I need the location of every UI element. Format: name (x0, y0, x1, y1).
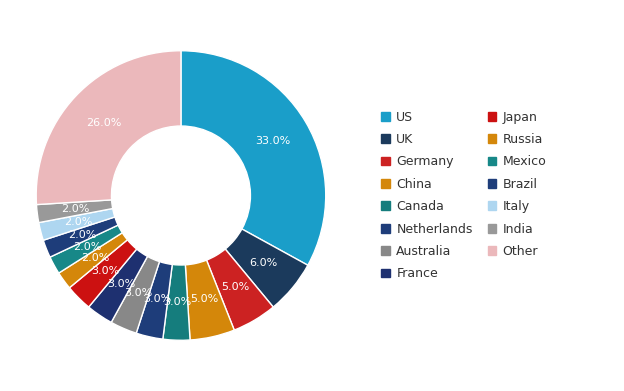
Legend: US, UK, Germany, China, Canada, Netherlands, Australia, France, Japan, Russia, M: US, UK, Germany, China, Canada, Netherla… (381, 111, 547, 280)
Text: 3.0%: 3.0% (107, 278, 135, 289)
Text: 5.0%: 5.0% (190, 294, 218, 304)
Text: 5.0%: 5.0% (221, 282, 249, 292)
Wedge shape (36, 51, 181, 204)
Text: 3.0%: 3.0% (144, 294, 172, 304)
Wedge shape (39, 208, 115, 240)
Wedge shape (36, 200, 113, 222)
Wedge shape (43, 217, 118, 257)
Wedge shape (181, 51, 326, 265)
Text: 2.0%: 2.0% (61, 204, 90, 214)
Wedge shape (136, 262, 172, 339)
Text: 2.0%: 2.0% (74, 242, 102, 252)
Wedge shape (69, 240, 137, 307)
Wedge shape (59, 233, 127, 288)
Text: 6.0%: 6.0% (249, 258, 277, 268)
Wedge shape (185, 260, 234, 340)
Text: 3.0%: 3.0% (92, 266, 120, 276)
Text: 26.0%: 26.0% (85, 118, 121, 127)
Wedge shape (207, 249, 273, 330)
Wedge shape (163, 264, 190, 340)
Text: 3.0%: 3.0% (125, 288, 153, 298)
Text: 2.0%: 2.0% (68, 230, 96, 240)
Text: 2.0%: 2.0% (64, 217, 92, 227)
Wedge shape (225, 229, 308, 307)
Wedge shape (50, 225, 122, 273)
Text: 3.0%: 3.0% (163, 297, 192, 307)
Wedge shape (89, 249, 147, 322)
Text: 2.0%: 2.0% (80, 253, 109, 263)
Wedge shape (111, 256, 160, 333)
Text: 33.0%: 33.0% (255, 136, 290, 146)
